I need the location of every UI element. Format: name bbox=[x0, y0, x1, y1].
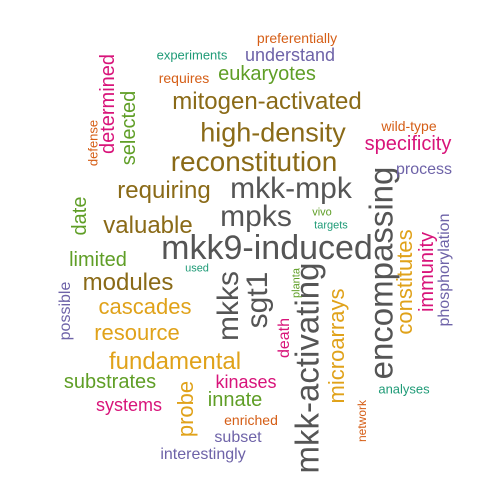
word-eukaryotes: eukaryotes bbox=[218, 63, 316, 85]
word-kinases: kinases bbox=[215, 372, 277, 392]
word-high-density: high-density bbox=[200, 117, 346, 148]
word-mitogen-activated: mitogen-activated bbox=[172, 88, 362, 115]
word-planta: planta bbox=[290, 268, 303, 298]
word-innate: innate bbox=[207, 389, 263, 411]
word-valuable: valuable bbox=[103, 212, 193, 239]
word-specificity: specificity bbox=[364, 133, 452, 155]
word-mkk9-induced: mkk9-induced bbox=[161, 229, 373, 267]
word-sgt1: sgt1 bbox=[241, 271, 274, 329]
word-network: network bbox=[355, 399, 369, 443]
word-possible: possible bbox=[57, 281, 74, 341]
word-selected: selected bbox=[118, 90, 140, 166]
word-preferentially: preferentially bbox=[256, 30, 338, 46]
word-constitutes: constitutes bbox=[392, 229, 417, 335]
word-reconstitution: reconstitution bbox=[170, 146, 338, 177]
word-interestingly: interestingly bbox=[160, 446, 246, 463]
word-mpks: mpks bbox=[220, 200, 292, 233]
word-enriched: enriched bbox=[224, 412, 278, 428]
word-cascades: cascades bbox=[98, 294, 192, 319]
word-death: death bbox=[276, 317, 293, 359]
word-systems: systems bbox=[95, 395, 163, 415]
word-fundamental: fundamental bbox=[108, 348, 242, 375]
word-limited: limited bbox=[69, 249, 127, 271]
word-mkk-mpk: mkk-mpk bbox=[230, 172, 352, 205]
word-substrates: substrates bbox=[63, 371, 157, 393]
word-mkks: mkks bbox=[212, 271, 245, 341]
word-subset: subset bbox=[214, 429, 262, 446]
word-immunity: immunity bbox=[416, 231, 438, 313]
word-resource: resource bbox=[94, 320, 180, 345]
word-analyses: analyses bbox=[378, 381, 430, 397]
word-process: process bbox=[395, 161, 453, 178]
word-probe: probe bbox=[173, 380, 198, 438]
word-date: date bbox=[69, 196, 91, 236]
word-wild-type: wild-type bbox=[381, 118, 437, 134]
word-requires: requires bbox=[158, 70, 210, 86]
word-microarrays: microarrays bbox=[324, 288, 349, 404]
word-requiring: requiring bbox=[117, 177, 211, 204]
word-experiments: experiments bbox=[156, 47, 228, 63]
word-modules: modules bbox=[82, 269, 174, 296]
word-used: used bbox=[185, 262, 209, 275]
word-phosphorylation: phosphorylation bbox=[436, 213, 453, 327]
word-vivo: vivo bbox=[312, 206, 332, 219]
word-targets: targets bbox=[314, 219, 348, 232]
word-determined: determined bbox=[97, 53, 119, 155]
word-understand: understand bbox=[244, 45, 336, 65]
